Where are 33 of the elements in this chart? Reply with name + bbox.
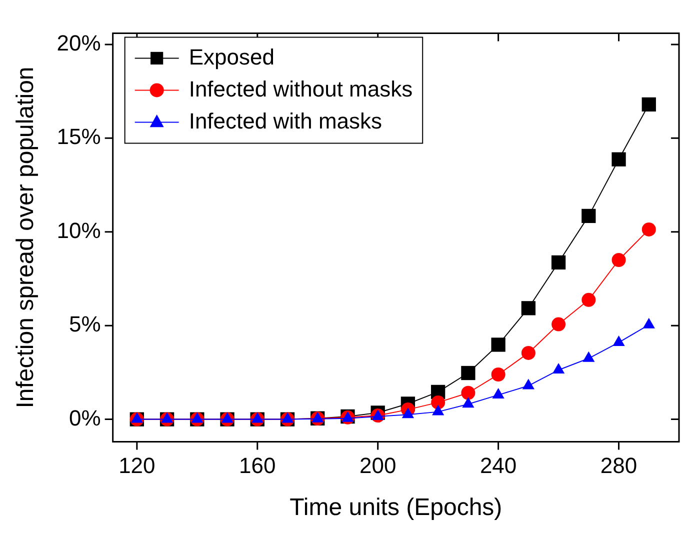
y-tick-label: 20% [56,30,101,56]
point [521,346,536,360]
point [612,152,626,166]
point [612,252,626,267]
point [552,317,566,332]
point [461,386,476,400]
x-tick-label: 280 [600,453,638,478]
point [551,255,566,270]
point [521,301,536,316]
y-tick-label: 10% [56,218,101,243]
y-axis-title: Infection spread over population [12,66,40,408]
point [642,97,656,112]
y-tick-label: 15% [56,124,101,150]
y-tick-label: 5% [69,312,101,337]
point [491,368,506,382]
legend-label: Exposed [188,44,274,70]
point [431,395,446,410]
point [491,338,506,352]
point [462,397,474,408]
x-axis-title: Time units (Epochs) [290,494,502,522]
point [552,363,565,374]
point [582,292,596,307]
point [461,366,476,380]
x-tick-label: 240 [480,453,517,478]
point [642,222,656,236]
x-tick-label: 200 [359,453,396,478]
y-tick-label: 0% [69,405,101,430]
x-tick-label: 120 [118,453,156,478]
point [402,408,414,418]
point [582,208,596,224]
x-tick-label: 160 [239,453,276,478]
legend-label: Infected with masks [188,108,382,134]
legend-label: Infected without masks [188,76,413,102]
